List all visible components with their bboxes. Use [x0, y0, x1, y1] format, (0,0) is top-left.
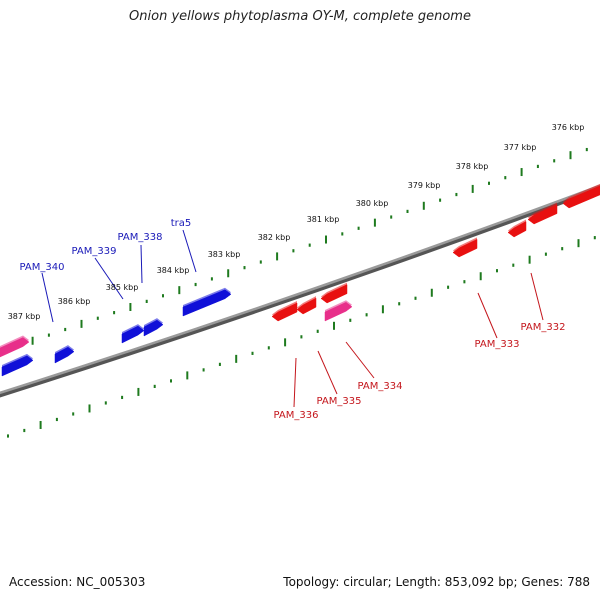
- label-leaders: [41, 229, 544, 408]
- leader-line: [477, 292, 498, 339]
- gene-label: PAM_334: [358, 381, 403, 392]
- gene-label: PAM_333: [475, 339, 520, 350]
- gene-features: [0, 183, 600, 377]
- gene-label: tra5: [171, 218, 192, 229]
- ruler-label: 386 kbp: [58, 297, 91, 306]
- leader-line: [317, 350, 338, 395]
- reverse-gene-arrow-bevel: [272, 301, 297, 319]
- genome-summary-text: Topology: circular; Length: 853,092 bp; …: [283, 575, 590, 589]
- ruler-label: 381 kbp: [307, 215, 340, 224]
- rna-gene-arrow-bevel: [325, 300, 352, 319]
- leader-line: [41, 272, 54, 323]
- leader-line: [293, 357, 297, 408]
- tick-marks: [0, 147, 596, 438]
- leader-line: [345, 341, 375, 379]
- reverse-gene-arrow-bevel: [508, 219, 526, 235]
- reverse-gene-arrow-bevel: [528, 202, 557, 222]
- leader-line: [182, 229, 197, 273]
- ruler-label: 383 kbp: [208, 250, 241, 259]
- gene-label: PAM_340: [20, 262, 65, 273]
- ruler-label: 387 kbp: [8, 312, 41, 321]
- leader-line: [530, 272, 544, 321]
- gene-label: PAM_336: [274, 410, 319, 421]
- ruler-label: 376 kbp: [552, 123, 585, 132]
- forward-gene-arrow-bevel: [122, 324, 144, 341]
- ruler-label: 377 kbp: [504, 143, 537, 152]
- ruler-label: 378 kbp: [456, 162, 489, 171]
- leader-line: [140, 244, 143, 284]
- backbone-line: [0, 184, 600, 395]
- ruler-label: 384 kbp: [157, 266, 190, 275]
- ruler-labels: 376 kbp 377 kbp 378 kbp 379 kbp 380 kbp 381 k…: [8, 123, 585, 321]
- genome-backbone: [0, 184, 600, 398]
- backbone-shadow: [0, 185, 600, 398]
- ruler-label: 379 kbp: [408, 181, 441, 190]
- gene-label: PAM_335: [317, 396, 362, 407]
- leader-line: [94, 257, 124, 300]
- reverse-gene-arrow-bevel: [297, 296, 316, 312]
- reverse-gene-arrow-bevel: [563, 183, 600, 206]
- map-title: Onion yellows phytoplasma OY-M, complete…: [129, 9, 471, 24]
- ruler-label: 380 kbp: [356, 199, 389, 208]
- rna-gene-arrow-bevel: [0, 335, 29, 355]
- accession-text: Accession: NC_005303: [9, 575, 146, 589]
- gene-label: PAM_338: [118, 232, 163, 243]
- ruler-label: 382 kbp: [258, 233, 291, 242]
- gene-label: PAM_332: [521, 322, 566, 333]
- ruler-label: 385 kbp: [106, 283, 139, 292]
- forward-gene-arrow-bevel: [2, 353, 33, 374]
- forward-gene-arrow-bevel: [55, 345, 74, 361]
- reverse-gene-arrow-bevel: [453, 237, 477, 255]
- forward-gene-arrow-bevel: [144, 318, 163, 334]
- gene-label: PAM_339: [72, 246, 117, 257]
- reverse-gene-arrow-bevel: [321, 282, 347, 301]
- forward-gene-arrow-bevel: [183, 287, 231, 314]
